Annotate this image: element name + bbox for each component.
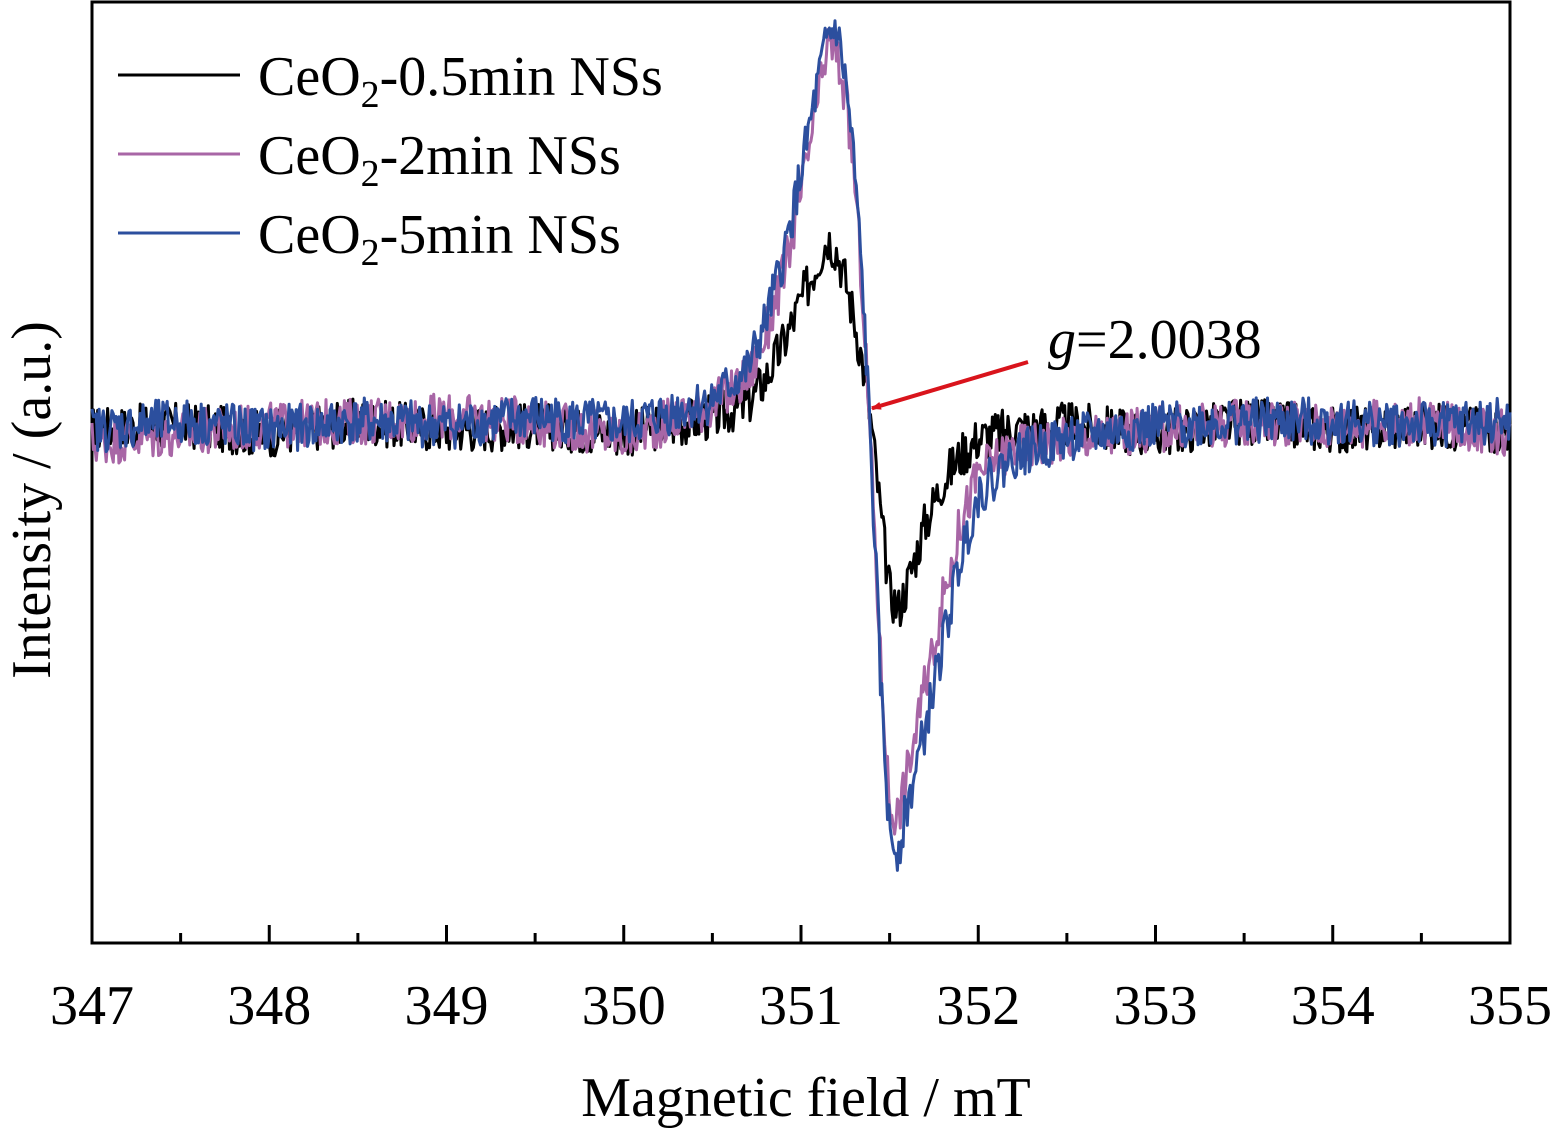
x-tick-label: 349 (405, 975, 489, 1037)
x-tick-label: 354 (1291, 975, 1375, 1037)
legend: CeO2-0.5min NSs CeO2-2min NSs CeO2-5min NS… (118, 46, 663, 274)
x-axis-label: Magnetic field / mT (581, 1067, 1030, 1129)
x-tick-label: 353 (1114, 975, 1198, 1037)
series-lines (90, 19, 1512, 872)
x-tick-label: 351 (759, 975, 843, 1037)
legend-label: CeO2-0.5min NSs (258, 46, 663, 116)
x-ticks (90, 925, 1512, 943)
series-line (90, 19, 1512, 872)
annotation-text: g=2.0038 (1048, 309, 1262, 371)
x-tick-label: 348 (227, 975, 311, 1037)
x-tick-label: 352 (936, 975, 1020, 1037)
x-tick-label: 347 (50, 975, 134, 1037)
legend-label: CeO2-5min NSs (258, 204, 621, 274)
legend-label: CeO2-2min NSs (258, 125, 621, 195)
annotation-arrow (870, 360, 1029, 411)
g-value-annotation: g=2.0038 (870, 309, 1262, 411)
x-tick-label: 355 (1468, 975, 1552, 1037)
y-axis-label: Intensity / (a.u.) (1, 321, 63, 679)
x-tick-label: 350 (582, 975, 666, 1037)
x-tick-labels: 347 348 349 350 351 352 353 354 355 (50, 975, 1552, 1037)
